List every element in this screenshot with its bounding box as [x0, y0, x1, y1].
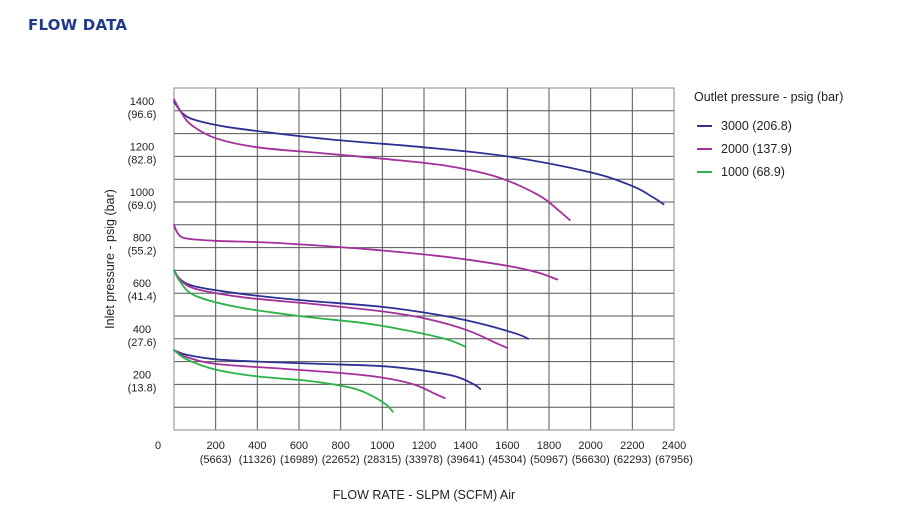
y-tick-sublabel: (13.8)	[128, 382, 157, 394]
legend: Outlet pressure - psig (bar) 3000 (206.8…	[694, 90, 843, 179]
series-line	[173, 269, 467, 348]
x-tick-label: 200	[206, 440, 224, 452]
y-tick-label: 1400	[130, 96, 154, 108]
series-line	[173, 269, 509, 349]
y-axis-title: Inlet pressure - psig (bar)	[103, 189, 117, 329]
origin-label: 0	[155, 440, 161, 452]
x-tick-labels: 200 (5663) 400 (11326) 600 (16989) 800 (22652) 1…	[200, 440, 693, 466]
x-tick-label: 2000	[578, 440, 602, 452]
legend-entry-label: 2000 (137.9)	[721, 142, 792, 156]
x-tick-label: 600	[290, 440, 308, 452]
y-tick-sublabel: (55.2)	[128, 246, 157, 258]
series-line	[173, 349, 446, 399]
x-tick-label: 1600	[495, 440, 519, 452]
y-tick-labels: 200(13.8) 400(27.6) 600(41.4) 800(55.2) 1000…	[128, 96, 157, 395]
y-tick-sublabel: (41.4)	[128, 291, 157, 303]
x-tick-sublabel: (50967)	[530, 454, 568, 466]
legend-entry-label: 1000 (68.9)	[721, 165, 785, 179]
plot-frame	[173, 87, 675, 431]
series-line	[173, 98, 571, 222]
x-tick-label: 1400	[453, 440, 477, 452]
y-tick-label: 1000	[130, 187, 154, 199]
x-tick-sublabel: (33978)	[405, 454, 443, 466]
series-line	[173, 100, 665, 206]
x-tick-label: 1000	[370, 440, 394, 452]
x-tick-sublabel: (22652)	[322, 454, 360, 466]
x-tick-sublabel: (5663)	[200, 454, 232, 466]
y-tick-label: 1200	[130, 141, 154, 153]
x-tick-sublabel: (56630)	[572, 454, 610, 466]
x-tick-sublabel: (39641)	[447, 454, 485, 466]
series-line	[173, 349, 394, 413]
x-tick-sublabel: (16989)	[280, 454, 318, 466]
x-tick-label: 400	[248, 440, 266, 452]
y-tick-sublabel: (96.6)	[128, 109, 157, 121]
y-tick-label: 200	[133, 369, 151, 381]
x-tick-label: 1200	[412, 440, 436, 452]
x-tick-sublabel: (67956)	[655, 454, 693, 466]
x-tick-sublabel: (28315)	[363, 454, 401, 466]
series-line	[173, 349, 482, 390]
y-tick-label: 600	[133, 278, 151, 290]
y-tick-sublabel: (69.0)	[128, 200, 157, 212]
series-lines	[173, 98, 665, 413]
chart-grid	[174, 88, 674, 430]
y-tick-sublabel: (27.6)	[128, 337, 157, 349]
x-tick-sublabel: (11326)	[239, 454, 276, 466]
x-tick-sublabel: (62293)	[613, 454, 651, 466]
page-title: FLOW DATA	[28, 16, 128, 34]
y-tick-sublabel: (82.8)	[128, 154, 157, 166]
legend-entry-label: 3000 (206.8)	[721, 119, 792, 133]
x-axis-title: FLOW RATE - SLPM (SCFM) Air	[333, 488, 515, 502]
x-tick-label: 2400	[662, 440, 686, 452]
series-line	[173, 223, 559, 281]
x-tick-label: 1800	[537, 440, 561, 452]
y-tick-label: 400	[133, 324, 151, 336]
x-tick-label: 2200	[620, 440, 644, 452]
x-tick-label: 800	[331, 440, 349, 452]
x-tick-sublabel: (45304)	[488, 454, 526, 466]
y-tick-label: 800	[133, 233, 151, 245]
legend-title: Outlet pressure - psig (bar)	[694, 90, 843, 104]
